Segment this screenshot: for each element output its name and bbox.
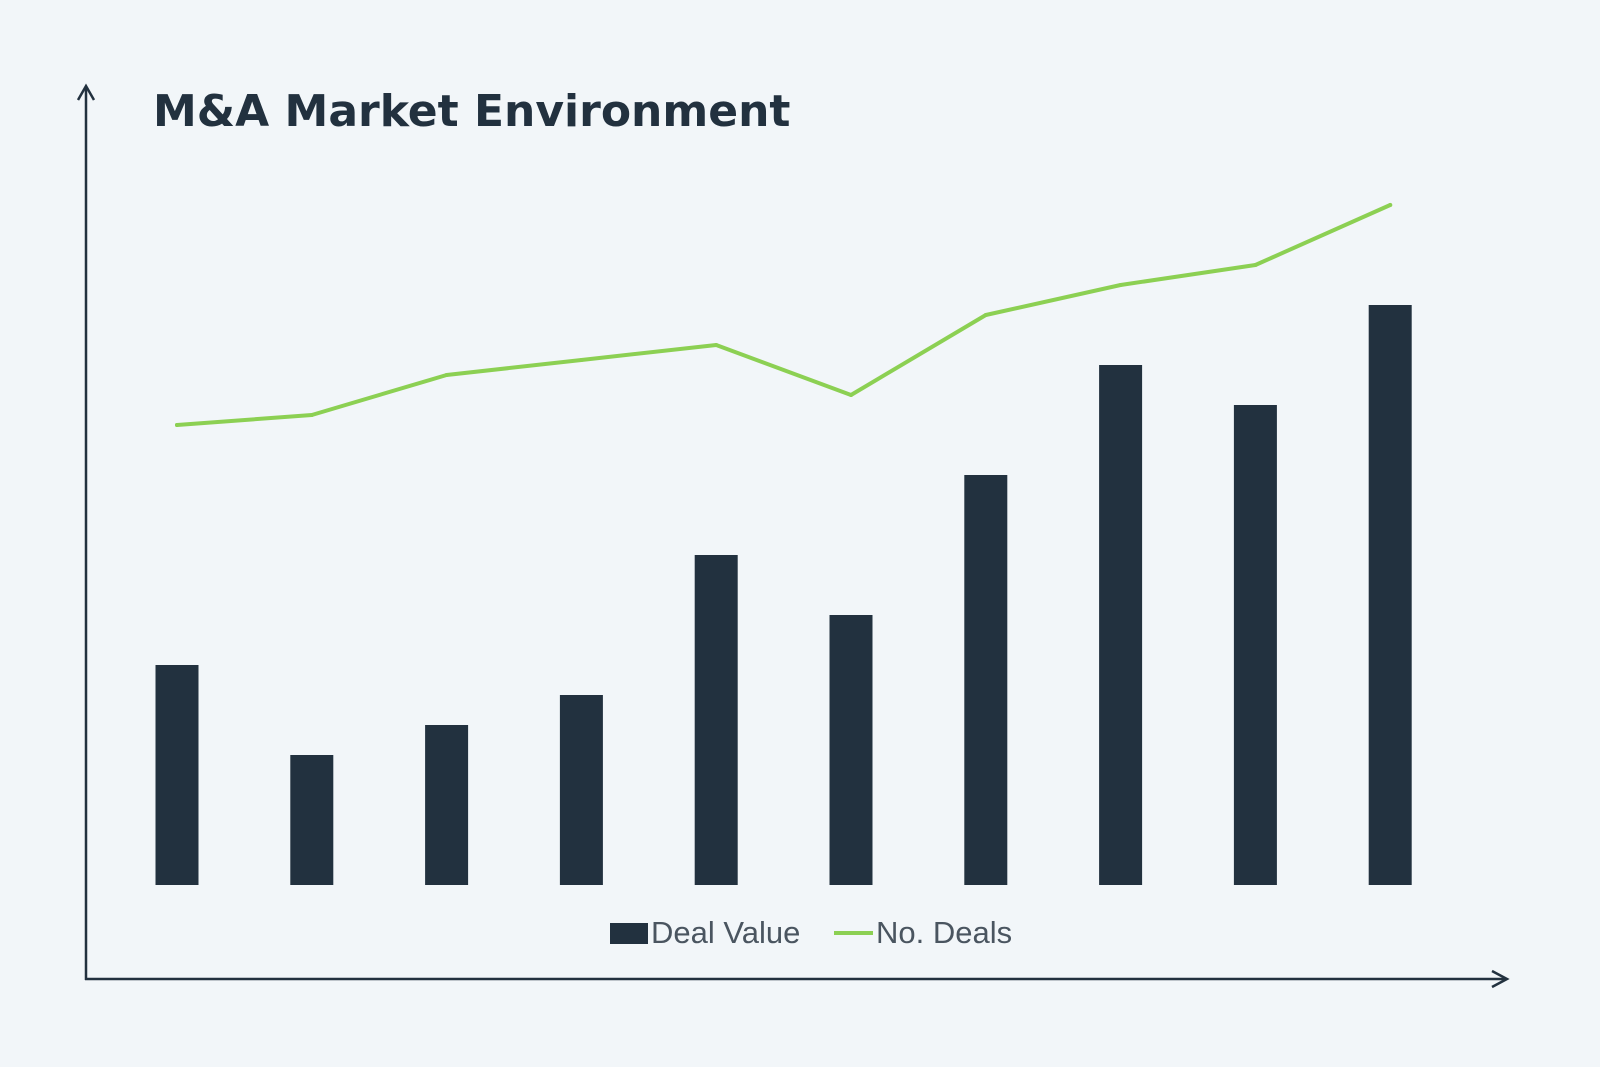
bar-deal-value-1: [155, 665, 199, 885]
legend-swatch-deal-value: [610, 923, 648, 944]
bar-deal-value-6: [829, 615, 873, 885]
point-no-deals-5: [714, 343, 719, 347]
chart-title: M&A Market Environment: [153, 86, 790, 137]
line-series: [175, 203, 1393, 427]
point-no-deals-1: [175, 423, 179, 427]
point-no-deals-6: [849, 393, 853, 397]
point-no-deals-2: [309, 413, 314, 417]
bar-deal-value-8: [1099, 365, 1143, 885]
point-no-deals-7: [983, 313, 988, 317]
bar-deal-value-3: [425, 725, 469, 885]
bar-deal-value-4: [559, 695, 603, 885]
legend: Deal Value No. Deals: [610, 915, 1012, 950]
axes: [76, 83, 1510, 989]
y-axis-arrow-icon: [76, 83, 96, 101]
point-no-deals-3: [444, 373, 449, 377]
bar-deal-value-7: [964, 475, 1008, 885]
bar-deal-value-10: [1368, 305, 1412, 885]
legend-label-no-deals: No. Deals: [876, 915, 1012, 950]
bar-deal-value-2: [290, 755, 334, 885]
legend-label-deal-value: Deal Value: [651, 915, 800, 950]
line-no-deals: [175, 203, 1393, 427]
bar-deal-value-5: [694, 555, 738, 885]
point-no-deals-10: [1388, 203, 1393, 207]
bar-series: [155, 305, 1412, 885]
point-no-deals-4: [579, 358, 584, 362]
point-no-deals-9: [1253, 263, 1258, 267]
point-no-deals-8: [1118, 283, 1123, 287]
x-axis-arrow-icon: [1491, 969, 1510, 989]
bar-deal-value-9: [1233, 405, 1277, 885]
